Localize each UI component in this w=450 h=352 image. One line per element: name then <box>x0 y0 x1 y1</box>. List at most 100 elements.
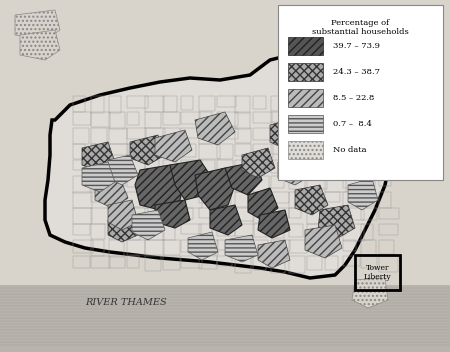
Bar <box>73 208 92 224</box>
Bar <box>163 160 177 170</box>
Bar <box>253 96 266 109</box>
Bar <box>109 240 124 257</box>
Bar <box>271 176 284 188</box>
Bar <box>343 256 360 266</box>
Bar <box>271 128 290 141</box>
Bar <box>145 96 164 112</box>
Polygon shape <box>0 285 450 352</box>
Bar <box>307 224 319 241</box>
Bar <box>73 176 90 193</box>
Bar <box>289 256 305 273</box>
Bar <box>379 112 398 127</box>
Bar <box>73 96 85 112</box>
Bar <box>253 224 271 237</box>
Bar <box>288 63 323 81</box>
Bar <box>379 208 399 219</box>
Polygon shape <box>258 210 290 238</box>
Bar <box>73 192 92 208</box>
Polygon shape <box>318 205 355 238</box>
Bar <box>235 208 254 221</box>
Bar <box>325 192 340 202</box>
Bar <box>343 224 364 241</box>
Polygon shape <box>305 225 342 258</box>
Bar <box>163 112 180 125</box>
Bar <box>91 192 111 202</box>
Bar <box>379 160 400 171</box>
Polygon shape <box>295 185 328 215</box>
Polygon shape <box>155 200 190 228</box>
Polygon shape <box>135 165 185 210</box>
Bar <box>127 224 140 240</box>
Bar <box>361 192 374 206</box>
Polygon shape <box>108 215 138 242</box>
Bar <box>278 5 443 180</box>
Bar <box>127 96 148 108</box>
Bar <box>91 176 103 190</box>
Bar <box>163 240 180 255</box>
Bar <box>307 144 328 156</box>
Bar <box>109 176 125 186</box>
Bar <box>163 208 183 222</box>
Polygon shape <box>195 112 235 145</box>
Bar <box>199 144 220 159</box>
Bar <box>288 89 323 107</box>
Bar <box>271 96 283 111</box>
Bar <box>73 256 90 268</box>
Bar <box>307 96 320 110</box>
Bar <box>235 128 251 143</box>
Bar <box>199 208 214 218</box>
Bar <box>271 112 289 122</box>
Bar <box>325 96 340 106</box>
Bar <box>289 192 305 208</box>
Polygon shape <box>170 160 210 200</box>
Polygon shape <box>130 135 165 165</box>
Polygon shape <box>225 235 258 262</box>
Bar <box>289 176 305 189</box>
Bar <box>288 37 323 55</box>
Bar <box>109 96 121 113</box>
Bar <box>181 240 201 252</box>
Polygon shape <box>348 178 378 210</box>
Bar <box>109 128 127 144</box>
Bar <box>361 160 381 177</box>
Bar <box>127 160 145 173</box>
Bar <box>325 144 339 159</box>
Bar <box>127 208 148 221</box>
Bar <box>325 176 346 192</box>
Bar <box>145 192 165 203</box>
Bar <box>235 224 254 236</box>
Bar <box>217 192 231 204</box>
Bar <box>217 176 230 189</box>
Bar <box>307 112 324 125</box>
Bar <box>73 144 85 159</box>
Bar <box>253 128 272 140</box>
Bar <box>145 112 161 128</box>
Bar <box>127 144 143 155</box>
Bar <box>73 112 91 125</box>
Bar <box>379 128 394 140</box>
Bar <box>91 256 110 268</box>
Polygon shape <box>95 178 128 208</box>
Bar <box>343 144 364 156</box>
Bar <box>361 128 374 145</box>
Bar <box>91 96 104 113</box>
Bar <box>235 96 250 113</box>
Bar <box>361 256 377 268</box>
Bar <box>288 141 323 159</box>
Bar <box>253 208 269 223</box>
Bar <box>271 240 290 251</box>
Bar <box>127 240 145 255</box>
Bar <box>163 256 180 270</box>
Bar <box>379 144 391 161</box>
Bar <box>325 240 339 250</box>
Bar <box>289 112 305 124</box>
Bar <box>289 224 303 237</box>
Bar <box>199 192 214 203</box>
Bar <box>343 112 358 128</box>
Bar <box>343 128 359 144</box>
Bar <box>271 208 289 218</box>
Bar <box>361 176 375 193</box>
Bar <box>181 112 200 124</box>
Bar <box>343 208 364 220</box>
Bar <box>325 160 344 175</box>
